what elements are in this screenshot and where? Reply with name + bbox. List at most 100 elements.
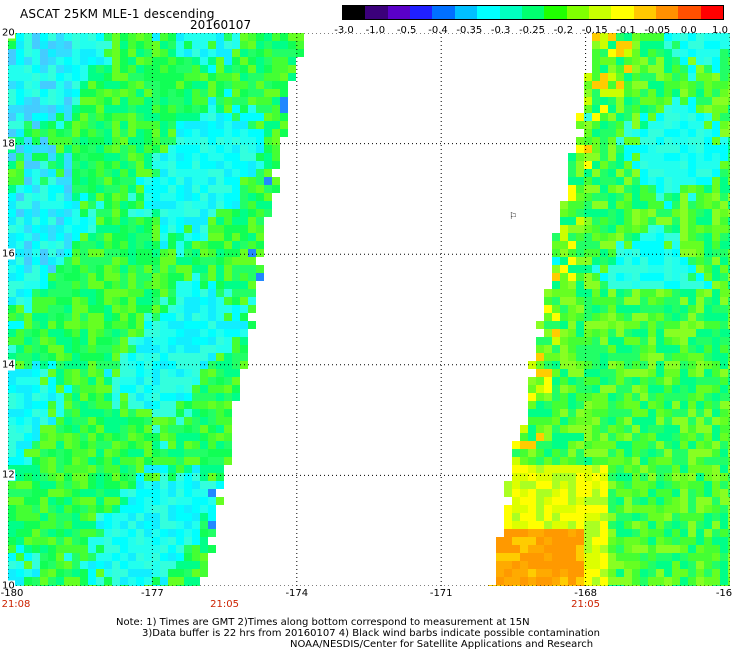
data-cell [272, 137, 280, 145]
data-cell [136, 577, 144, 585]
data-cell [648, 289, 656, 297]
data-cell [176, 313, 184, 321]
data-cell [88, 73, 96, 81]
color-scale-swatch [499, 6, 522, 19]
data-cell [72, 457, 80, 465]
data-cell [224, 321, 232, 329]
data-cell [712, 561, 720, 569]
data-cell [72, 529, 80, 537]
data-cell [720, 449, 728, 457]
data-cell [216, 473, 224, 481]
data-cell [16, 193, 24, 201]
data-cell [240, 169, 248, 177]
data-cell [72, 65, 80, 73]
data-cell [112, 65, 120, 73]
data-cell [184, 337, 192, 345]
data-cell [120, 409, 128, 417]
data-cell [208, 41, 216, 49]
data-cell [656, 393, 664, 401]
data-cell [616, 321, 624, 329]
data-cell [192, 393, 200, 401]
data-cell [256, 233, 264, 241]
data-cell [680, 145, 688, 153]
data-cell [640, 209, 648, 217]
data-cell [104, 521, 112, 529]
data-cell [648, 465, 656, 473]
data-cell [664, 193, 672, 201]
data-cell [120, 193, 128, 201]
data-cell [592, 217, 600, 225]
data-cell [680, 161, 688, 169]
data-cell [120, 233, 128, 241]
data-cell [632, 153, 640, 161]
data-cell [160, 217, 168, 225]
data-cell [672, 41, 680, 49]
data-cell [664, 41, 672, 49]
data-cell [72, 377, 80, 385]
data-cell [632, 233, 640, 241]
data-cell [160, 153, 168, 161]
data-cell [184, 577, 192, 585]
data-cell [240, 153, 248, 161]
data-cell [680, 33, 688, 41]
data-cell [152, 209, 160, 217]
data-cell [128, 369, 136, 377]
data-cell [640, 489, 648, 497]
data-cell [608, 401, 616, 409]
data-cell [592, 153, 600, 161]
data-cell [120, 473, 128, 481]
data-cell [584, 417, 592, 425]
data-cell [552, 321, 560, 329]
data-cell [584, 145, 592, 153]
data-cell [80, 513, 88, 521]
data-cell [48, 217, 56, 225]
data-cell [600, 305, 608, 313]
data-cell [104, 193, 112, 201]
data-cell [184, 449, 192, 457]
data-cell [528, 441, 536, 449]
data-cell [72, 473, 80, 481]
data-cell [80, 249, 88, 257]
data-cell [112, 537, 120, 545]
data-cell [672, 489, 680, 497]
data-cell [144, 369, 152, 377]
data-cell [248, 105, 256, 113]
data-cell [648, 305, 656, 313]
data-cell [544, 297, 552, 305]
data-cell [152, 377, 160, 385]
data-cell [728, 145, 730, 153]
data-cell [208, 193, 216, 201]
data-cell [56, 561, 64, 569]
data-cell [112, 385, 120, 393]
data-cell [48, 561, 56, 569]
data-cell [624, 241, 632, 249]
data-cell [16, 225, 24, 233]
data-cell [168, 161, 176, 169]
data-cell [24, 313, 32, 321]
data-cell [680, 49, 688, 57]
data-cell [104, 345, 112, 353]
data-cell [568, 417, 576, 425]
data-cell [656, 217, 664, 225]
data-cell [128, 41, 136, 49]
data-cell [264, 193, 272, 201]
data-cell [112, 553, 120, 561]
data-cell [192, 377, 200, 385]
data-cell [112, 545, 120, 553]
data-cell [592, 369, 600, 377]
data-cell [656, 281, 664, 289]
data-cell [688, 449, 696, 457]
data-cell [152, 369, 160, 377]
data-cell [176, 169, 184, 177]
data-cell [720, 57, 728, 65]
data-cell [600, 297, 608, 305]
data-cell [216, 385, 224, 393]
data-cell [128, 529, 136, 537]
data-cell [536, 569, 544, 577]
data-cell [184, 385, 192, 393]
data-cell [680, 225, 688, 233]
data-cell [200, 377, 208, 385]
data-cell [176, 529, 184, 537]
data-cell [160, 41, 168, 49]
data-cell [704, 129, 712, 137]
